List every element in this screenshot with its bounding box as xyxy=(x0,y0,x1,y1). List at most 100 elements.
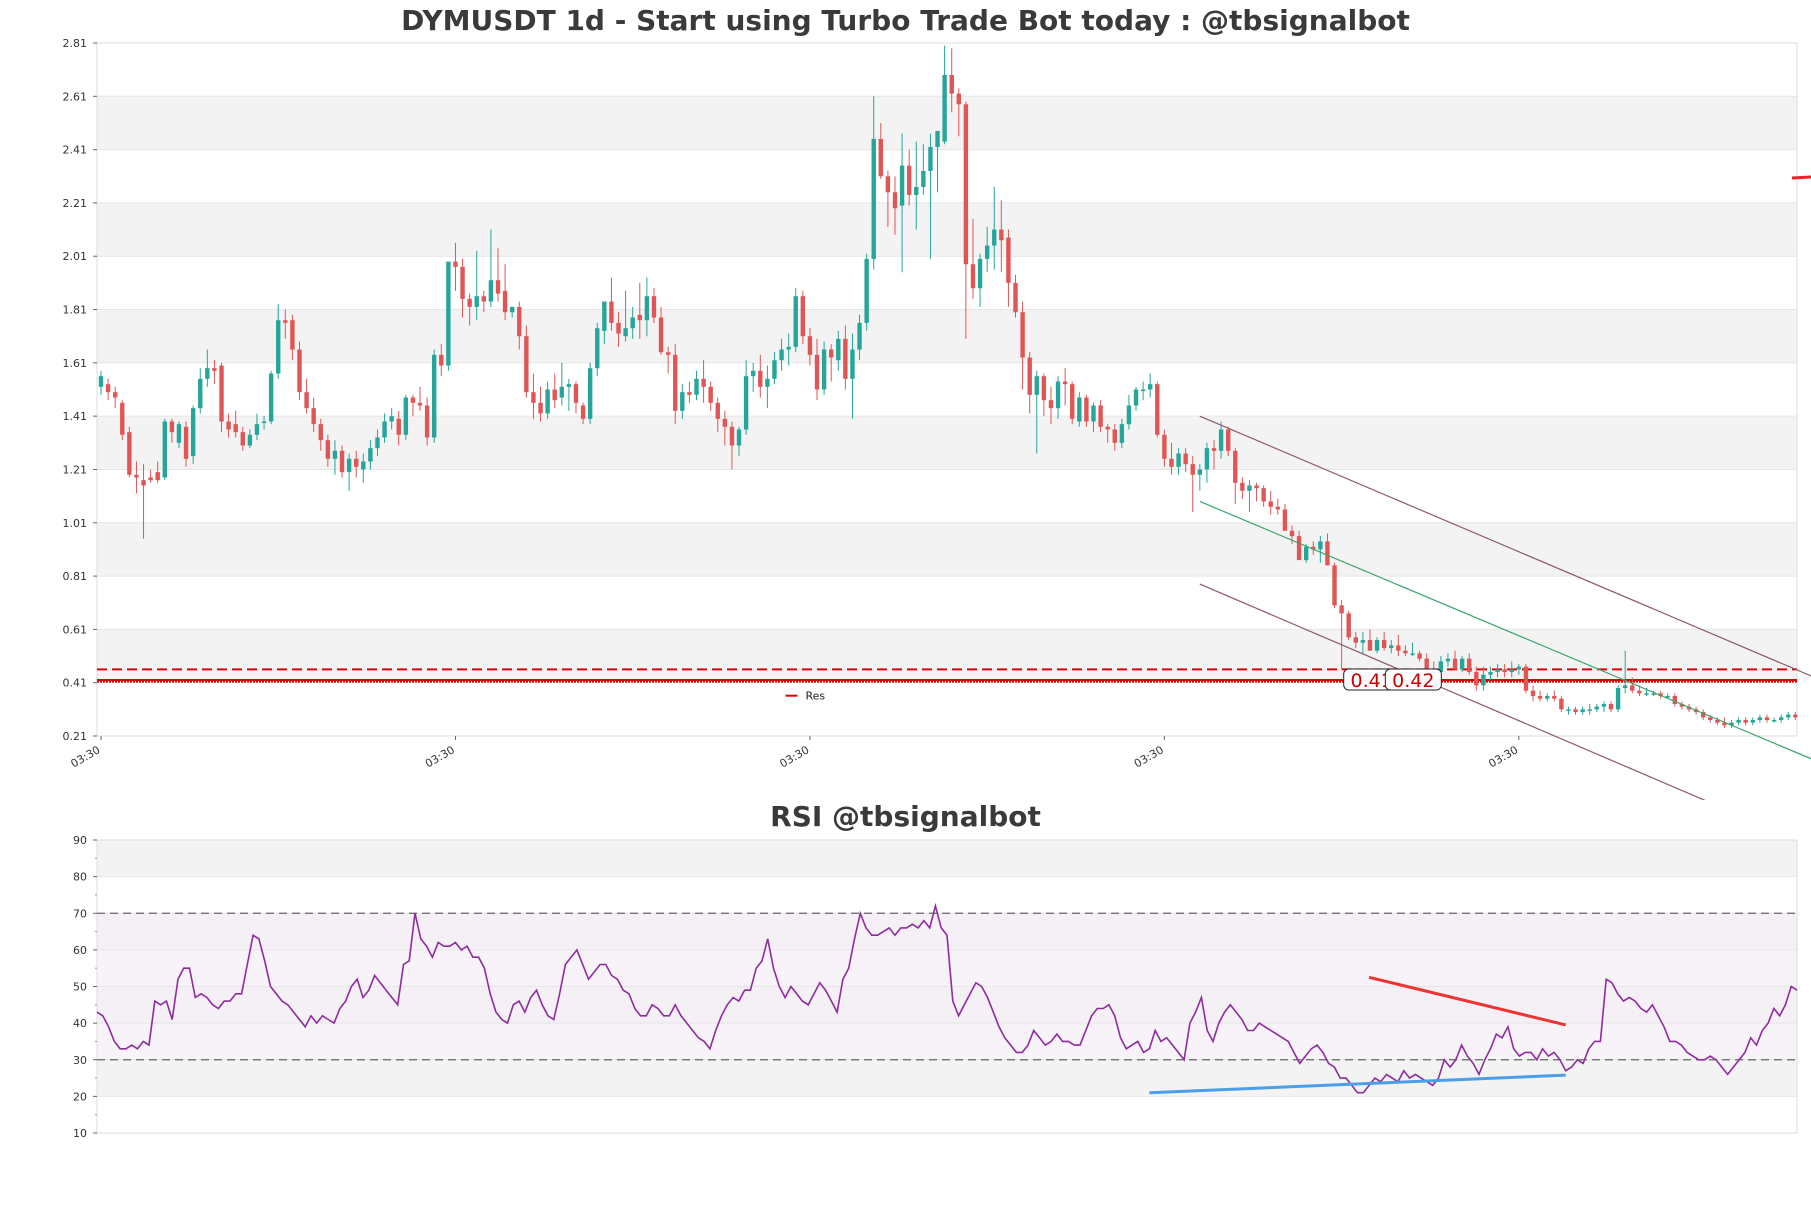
candle-body xyxy=(1778,717,1784,721)
candle-body xyxy=(871,138,876,259)
candle-body xyxy=(786,346,791,350)
price-plot-frame xyxy=(96,42,1798,737)
candle-body xyxy=(1247,485,1252,491)
candle-body xyxy=(1077,397,1082,422)
candle-body xyxy=(1445,658,1451,662)
candle-body xyxy=(743,376,749,430)
candle-body xyxy=(488,280,494,302)
candle-body xyxy=(949,74,954,94)
price-y-tick-label: 1.61 xyxy=(63,357,88,370)
rsi-trendline-up xyxy=(1149,1073,1566,1095)
candle-body xyxy=(1417,653,1422,659)
candle-body xyxy=(1034,376,1039,395)
price-y-tick-label: 1.41 xyxy=(63,410,88,423)
candle-body xyxy=(155,472,160,481)
candle-body xyxy=(318,424,323,441)
candle-body xyxy=(531,392,536,403)
candle-body xyxy=(98,376,104,387)
candle-body xyxy=(1126,405,1132,425)
candle-body xyxy=(205,368,210,379)
candle-body xyxy=(1545,696,1550,699)
candle-body xyxy=(339,450,345,473)
candle-body xyxy=(431,354,437,438)
channel-line-lower xyxy=(1199,583,1706,800)
candle-body xyxy=(1722,722,1727,726)
candle-body xyxy=(708,386,713,403)
candle-body xyxy=(1084,397,1089,422)
candle-body xyxy=(183,426,189,459)
candle-body xyxy=(1622,685,1628,689)
candle-body xyxy=(268,373,274,422)
candle-body xyxy=(694,378,699,395)
candle-body xyxy=(382,421,387,438)
candle-body xyxy=(424,405,430,438)
candle-body xyxy=(1786,714,1791,718)
candle-body xyxy=(1311,546,1316,550)
price-y-tick-label: 2.21 xyxy=(63,197,88,210)
rsi-grid-band xyxy=(97,1059,1797,1097)
candle-body xyxy=(1573,709,1578,713)
candle-body xyxy=(247,434,253,446)
candle-body xyxy=(1594,706,1600,710)
rsi-series-line xyxy=(96,902,1798,1094)
candle-body xyxy=(162,421,168,478)
candle-body xyxy=(1736,720,1741,723)
candle-body xyxy=(644,296,650,321)
candle-body xyxy=(609,301,614,323)
candle-body xyxy=(1424,658,1429,670)
candle-body xyxy=(1729,722,1734,726)
candle-body xyxy=(765,378,770,387)
candle-body xyxy=(1530,690,1536,697)
candle-body xyxy=(460,266,465,299)
candle-body xyxy=(1296,536,1302,561)
candle-body xyxy=(1112,429,1117,443)
candle-body xyxy=(439,354,444,366)
candle-body xyxy=(1318,541,1323,550)
offscreen-level-marker xyxy=(1791,175,1811,180)
candle-body xyxy=(127,432,132,475)
candle-body xyxy=(857,322,862,350)
candle-body xyxy=(417,402,423,406)
candle-body xyxy=(807,336,813,355)
candle-body xyxy=(1367,640,1373,651)
rsi-y-tick-label: 20 xyxy=(73,1090,87,1103)
rsi-y-tick-label: 80 xyxy=(73,871,87,884)
candle-body xyxy=(928,146,933,171)
candle-body xyxy=(1218,429,1224,451)
candle-body xyxy=(595,328,600,369)
candle-body xyxy=(1070,384,1075,419)
candle-body xyxy=(1062,381,1068,385)
candle-body xyxy=(701,378,706,387)
candle-body xyxy=(751,370,756,377)
level-label-text: 0.42 xyxy=(1392,670,1434,692)
candle-body xyxy=(1566,709,1571,711)
candle-body xyxy=(198,378,203,409)
candle-body xyxy=(1325,541,1330,566)
price-y-tick-label: 0.41 xyxy=(63,677,88,690)
candle-body xyxy=(1176,453,1181,467)
candle-body xyxy=(1225,429,1231,451)
legend-label: Res xyxy=(806,690,826,703)
candle-body xyxy=(843,338,848,379)
candle-body xyxy=(722,418,728,427)
rsi-y-tick-label: 90 xyxy=(73,834,87,847)
candle-body xyxy=(1757,717,1763,721)
candle-body xyxy=(1332,565,1337,606)
candle-body xyxy=(673,354,678,411)
candle-body xyxy=(665,352,671,355)
rsi-grid-band xyxy=(97,840,1797,877)
candle-body xyxy=(1438,661,1444,673)
candle-body xyxy=(1381,640,1387,649)
candle-body xyxy=(1743,720,1748,723)
candle-body xyxy=(892,192,898,209)
candle-body xyxy=(1537,696,1543,699)
candle-body xyxy=(1651,693,1656,695)
candle-body xyxy=(1006,237,1011,283)
candle-body xyxy=(1615,688,1621,710)
candle-body xyxy=(1467,658,1472,673)
candle-body xyxy=(1686,706,1692,710)
candle-body xyxy=(1771,720,1777,722)
candle-body xyxy=(495,280,501,294)
candle-body xyxy=(1155,384,1160,435)
price-y-tick-label: 2.61 xyxy=(63,90,88,103)
